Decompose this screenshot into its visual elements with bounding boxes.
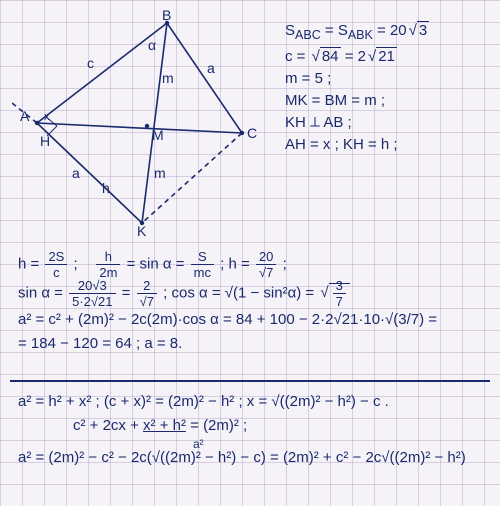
label-a-ak: a — [72, 165, 80, 181]
given-line-5: KH ⟂ AB ; — [285, 112, 495, 134]
vertex-A-dot — [35, 121, 39, 125]
t: 2m — [96, 265, 120, 279]
label-a-bc: a — [207, 60, 215, 76]
derivation-block-1: h = 2Sc ; h2m = sin α = Smc ; h = 20√7 ;… — [18, 250, 488, 356]
t: ; cos α = √(1 − sin²α) = — [163, 284, 318, 301]
geometry-diagram: B A C K M H c a a m m h α x — [12, 8, 262, 238]
t: 5·2√21 — [69, 294, 115, 308]
given-line-4: MK = BM = m ; — [285, 90, 495, 112]
t: mc — [191, 265, 214, 279]
deriv2-line2: c² + 2cx + x² + h² = (2m)² ; a² — [18, 414, 488, 438]
t: 20 — [256, 250, 276, 265]
t: h = — [18, 255, 43, 272]
label-H: H — [40, 133, 50, 149]
t: = — [122, 284, 135, 301]
label-m-bm: m — [162, 70, 174, 86]
t: √7 — [137, 294, 157, 308]
label-c: c — [87, 55, 94, 71]
label-A: A — [20, 108, 30, 124]
t: 2S — [45, 250, 67, 265]
separator-line — [10, 380, 490, 382]
segment-HK — [45, 131, 142, 223]
t: = sin α = — [127, 255, 189, 272]
label-h: h — [102, 180, 110, 196]
spacer — [18, 438, 488, 446]
label-B: B — [162, 8, 171, 23]
label-alpha: α — [148, 37, 156, 53]
label-x: x — [44, 111, 50, 123]
t: S — [191, 250, 214, 265]
t: 20√3 — [69, 279, 115, 294]
label-M: M — [152, 127, 164, 143]
deriv2-line1: a² = h² + x² ; (c + x)² = (2m)² − h² ; x… — [18, 390, 488, 414]
t: sin α = — [18, 284, 67, 301]
t: h — [96, 250, 120, 265]
t: 2 — [137, 279, 157, 294]
deriv1-line2: sin α = 20√35·2√21 = 2√7 ; cos α = √(1 −… — [18, 279, 488, 308]
given-equations: SABC = SABK = 203 c = 84 = 221 m = 5 ; M… — [285, 20, 495, 156]
label-C: C — [247, 125, 257, 141]
t: ; h = — [220, 255, 254, 272]
t: √7 — [256, 265, 276, 279]
page-root: B A C K M H c a a m m h α x SABC = SABK … — [0, 0, 500, 506]
triangle-ABC-solid — [37, 23, 242, 133]
vertex-M-dot — [145, 124, 149, 128]
deriv1-line4: = 184 − 120 = 64 ; a = 8. — [18, 332, 488, 356]
given-line-1: SABC = SABK = 203 — [285, 20, 495, 46]
derivation-block-2: a² = h² + x² ; (c + x)² = (2m)² − h² ; x… — [18, 390, 488, 470]
given-line-3: m = 5 ; — [285, 68, 495, 90]
underbrace-label: a² — [193, 432, 204, 456]
given-line-2: c = 84 = 221 — [285, 46, 495, 68]
deriv1-line1: h = 2Sc ; h2m = sin α = Smc ; h = 20√7 ; — [18, 250, 488, 279]
label-K: K — [137, 223, 147, 238]
deriv2-line3: a² = (2m)² − c² − 2c(√((2m)² − h²) − c) … — [18, 446, 488, 470]
t: 3 — [333, 279, 346, 294]
given-line-6: AH = x ; KH = h ; — [285, 134, 495, 156]
deriv1-line3: a² = c² + (2m)² − 2c(2m)·cos α = 84 + 10… — [18, 308, 488, 332]
t: 7 — [333, 294, 346, 308]
vertex-C-dot — [240, 131, 244, 135]
segment-AC — [37, 123, 242, 133]
label-m-mk: m — [154, 165, 166, 181]
t: c — [45, 265, 67, 279]
